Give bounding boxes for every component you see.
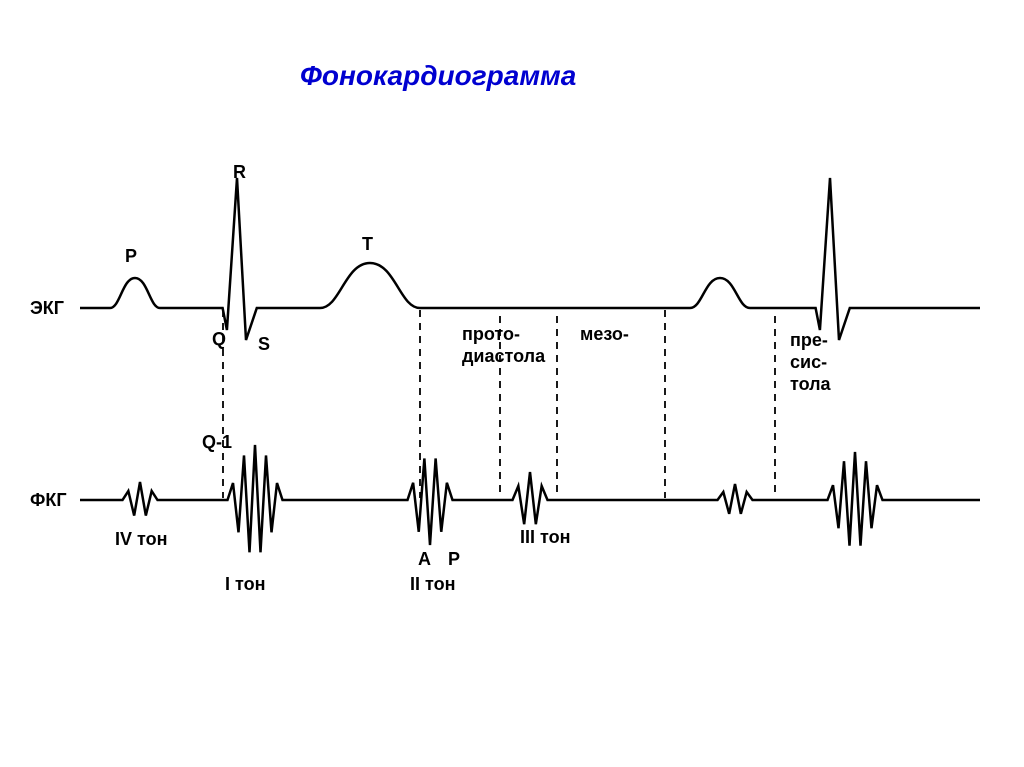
phase-label: сис- [790,352,827,372]
ekg-wave-label: T [362,234,373,254]
ekg-trace [80,178,980,340]
ekg-axis-label: ЭКГ [30,298,64,318]
fkg-burst-label: Q-1 [202,432,232,452]
phase-label: прото- [462,324,520,344]
phase-label: тола [790,374,832,394]
phase-label: мезо- [580,324,629,344]
fkg-burst-label: II тон [410,574,455,594]
ekg-wave-label: R [233,162,246,182]
fkg-burst-label: I тон [225,574,265,594]
fkg-burst-label: III тон [520,527,570,547]
phase-label: диастола [462,346,546,366]
ekg-wave-label: Q [212,329,226,349]
ekg-wave-label: S [258,334,270,354]
ekg-wave-label: P [125,246,137,266]
fkg-burst-label: IV тон [115,529,167,549]
fkg-burst-label: P [448,549,460,569]
phonocardiogram-diagram: ЭКГPRTQSФКГIV тонI тонII тонAPIII тонQ-1… [0,0,1024,767]
phase-label: пре- [790,330,828,350]
fkg-axis-label: ФКГ [30,490,67,510]
fkg-burst-label: A [418,549,431,569]
